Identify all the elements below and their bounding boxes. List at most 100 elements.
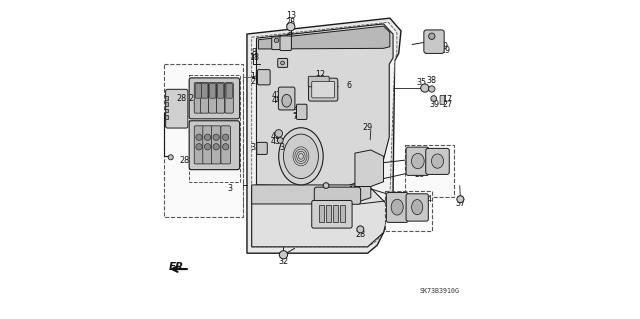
Circle shape [287, 23, 295, 31]
Polygon shape [355, 150, 383, 187]
Text: 2: 2 [188, 94, 193, 103]
Bar [164, 64, 243, 217]
FancyBboxPatch shape [272, 37, 281, 50]
Ellipse shape [431, 154, 444, 168]
Text: 21: 21 [348, 190, 358, 200]
Text: 36: 36 [280, 41, 289, 51]
Text: 37: 37 [456, 199, 466, 208]
Circle shape [280, 61, 284, 65]
Circle shape [275, 130, 282, 137]
Text: 5: 5 [292, 108, 297, 116]
Circle shape [213, 144, 220, 150]
Circle shape [278, 137, 283, 143]
Ellipse shape [412, 153, 424, 169]
FancyBboxPatch shape [314, 187, 361, 204]
Text: 39: 39 [429, 100, 440, 109]
Text: 16: 16 [414, 165, 424, 174]
Text: 17: 17 [443, 95, 452, 104]
FancyBboxPatch shape [211, 126, 221, 164]
Text: 35: 35 [416, 78, 426, 87]
Bar [385, 191, 432, 231]
Polygon shape [259, 26, 390, 49]
FancyBboxPatch shape [424, 30, 444, 53]
FancyBboxPatch shape [308, 78, 338, 101]
Text: 23: 23 [285, 18, 296, 27]
Circle shape [279, 251, 287, 259]
Bar [405, 145, 454, 197]
Bar [165, 96, 168, 100]
FancyBboxPatch shape [225, 83, 234, 113]
Text: 34: 34 [279, 143, 289, 152]
Ellipse shape [391, 199, 403, 215]
Bar [165, 109, 168, 113]
Circle shape [431, 96, 436, 101]
FancyBboxPatch shape [195, 84, 202, 98]
FancyBboxPatch shape [202, 84, 208, 98]
FancyBboxPatch shape [226, 84, 232, 98]
Circle shape [204, 134, 211, 140]
Text: 24: 24 [333, 210, 344, 219]
Text: 14: 14 [331, 205, 340, 214]
FancyBboxPatch shape [440, 95, 445, 105]
Circle shape [213, 134, 220, 140]
FancyBboxPatch shape [189, 121, 239, 170]
Ellipse shape [284, 134, 319, 179]
Text: 22: 22 [315, 75, 325, 84]
Text: 27: 27 [442, 100, 453, 109]
FancyBboxPatch shape [280, 36, 291, 50]
Text: 18: 18 [249, 53, 259, 62]
Text: 4: 4 [427, 195, 432, 204]
Circle shape [429, 86, 435, 92]
FancyBboxPatch shape [166, 89, 188, 128]
Circle shape [196, 134, 202, 140]
FancyBboxPatch shape [257, 70, 270, 85]
Text: 28: 28 [179, 156, 189, 165]
Text: 41: 41 [271, 132, 280, 141]
Text: 1: 1 [192, 103, 197, 112]
FancyBboxPatch shape [200, 83, 209, 113]
FancyBboxPatch shape [387, 193, 408, 222]
FancyBboxPatch shape [209, 84, 216, 98]
FancyBboxPatch shape [426, 148, 449, 174]
FancyBboxPatch shape [312, 200, 352, 228]
Text: 38: 38 [426, 76, 436, 85]
Text: 31: 31 [321, 184, 331, 194]
Text: 15: 15 [250, 72, 260, 81]
FancyBboxPatch shape [406, 194, 428, 221]
Polygon shape [252, 185, 371, 204]
Text: 3: 3 [227, 184, 232, 193]
Circle shape [204, 144, 211, 150]
FancyBboxPatch shape [218, 84, 224, 98]
Text: 7: 7 [292, 112, 297, 121]
Text: 8: 8 [252, 48, 257, 57]
Circle shape [223, 134, 229, 140]
Bar [165, 115, 168, 119]
FancyBboxPatch shape [203, 126, 212, 164]
Text: 30: 30 [271, 38, 281, 47]
Polygon shape [257, 24, 393, 187]
Circle shape [357, 226, 364, 233]
Polygon shape [252, 188, 390, 247]
Polygon shape [247, 18, 401, 253]
Text: 32: 32 [278, 257, 289, 266]
Text: 12: 12 [315, 70, 325, 79]
Text: 43: 43 [271, 137, 280, 146]
FancyBboxPatch shape [278, 87, 295, 110]
Text: 33: 33 [250, 143, 260, 152]
Text: 11: 11 [348, 186, 358, 195]
Bar [165, 102, 168, 106]
FancyBboxPatch shape [221, 126, 230, 164]
FancyBboxPatch shape [194, 126, 204, 164]
Polygon shape [252, 22, 397, 247]
Text: 38: 38 [430, 32, 440, 41]
FancyBboxPatch shape [189, 78, 239, 119]
Text: 19: 19 [440, 46, 451, 56]
Ellipse shape [412, 199, 423, 215]
Text: 42: 42 [272, 91, 282, 100]
Text: 44: 44 [272, 96, 282, 105]
Circle shape [457, 196, 464, 203]
FancyBboxPatch shape [216, 83, 225, 113]
FancyBboxPatch shape [257, 142, 268, 154]
FancyBboxPatch shape [194, 83, 202, 113]
FancyBboxPatch shape [312, 81, 335, 98]
